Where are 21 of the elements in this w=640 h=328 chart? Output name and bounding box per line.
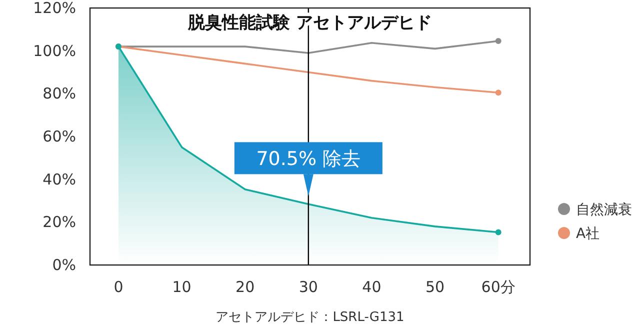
annotation: 70.5% 除去 — [256, 148, 361, 170]
y-tick-label: 100% — [33, 42, 76, 60]
x-tick-label: 50 — [425, 278, 445, 296]
x-tick-label: 20 — [236, 278, 255, 296]
point — [495, 229, 502, 236]
point — [495, 90, 502, 96]
x-tick-label: 10 — [172, 278, 192, 296]
point — [495, 38, 502, 44]
y-tick-label: 40% — [42, 170, 76, 188]
y-tick-label: 20% — [42, 213, 76, 232]
y-tick-label: 120% — [33, 0, 76, 17]
legend-label: 自然減衰 — [576, 202, 632, 218]
legend-label: A社 — [576, 226, 600, 242]
y-tick-label: 0% — [52, 256, 76, 274]
x-tick-label: 60分 — [481, 278, 516, 296]
x-tick-label: 30 — [298, 278, 318, 296]
x-tick-label: 0 — [114, 278, 124, 296]
text: アセトアルデヒド：LSRL-G131 — [216, 310, 404, 325]
x-tick-label: 40 — [362, 278, 382, 296]
y-tick-label: 80% — [42, 84, 76, 103]
y-tick-label: 60% — [42, 128, 76, 146]
